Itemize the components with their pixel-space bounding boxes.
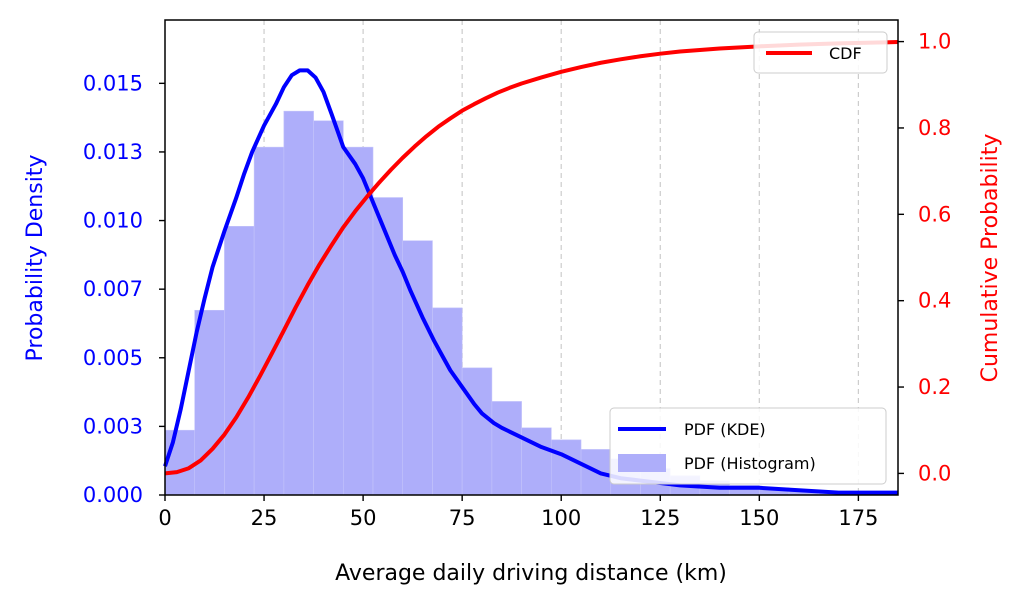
x-axis-ticks: 0 25 50 75 100 125 150 175 [158,495,878,530]
right-tick-label-1: 0.2 [918,375,951,399]
plot-frame [164,19,899,496]
x-tick-label-0: 0 [158,506,171,530]
right-tick-label-5: 1.0 [918,30,951,54]
x-tick-label-4: 100 [541,506,581,530]
left-tick-label-3: 0.007 [83,277,143,301]
x-axis-title: Average daily driving distance (km) [335,561,727,586]
x-tick-label-5: 125 [640,506,680,530]
right-tick-label-0: 0.0 [918,461,951,485]
right-axis-ticks: 0.0 0.2 0.4 0.6 0.8 1.0 [898,30,951,485]
histogram-bar-3 [253,146,285,496]
x-tick-label-1: 25 [251,506,278,530]
left-tick-label-5: 0.013 [83,140,143,164]
histogram-bar-9 [432,307,463,496]
histogram-bar-11 [491,401,522,496]
histogram-bar-7 [372,197,404,496]
x-tick-label-6: 150 [739,506,779,530]
x-tick-label-3: 75 [449,506,476,530]
left-axis-ticks: 0.000 0.003 0.005 0.007 0.010 0.013 0.015 [83,71,165,507]
left-tick-label-2: 0.005 [83,346,143,370]
histogram-bar-6 [342,146,374,496]
left-tick-label-0: 0.000 [83,483,143,507]
legend-pdf: PDF (KDE) PDF (Histogram) [609,407,887,485]
left-tick-label-1: 0.003 [83,414,143,438]
histogram-bar-13 [551,439,582,496]
cdf-line [164,40,899,476]
left-tick-label-4: 0.010 [83,209,143,233]
right-tick-label-2: 0.4 [918,289,951,313]
right-tick-label-3: 0.6 [918,202,951,226]
right-axis-title: Cumulative Probability [978,134,1003,383]
x-tick-label-7: 175 [838,506,878,530]
histogram-bar-1 [194,309,225,496]
legend-cdf: CDF [753,31,888,74]
legend-kde-label: PDF (KDE) [684,420,766,439]
histogram-bar-0 [164,429,196,496]
right-tick-label-4: 0.8 [918,116,951,140]
left-axis-title: Probability Density [23,155,48,362]
legend-hist-label: PDF (Histogram) [684,454,816,473]
legend-hist-swatch [618,454,666,472]
histogram-bars [164,110,899,496]
left-tick-label-6: 0.015 [83,71,143,95]
histogram-bar-5 [313,120,344,496]
legend-cdf-label: CDF [829,44,862,63]
histogram-bar-2 [224,226,255,496]
x-tick-label-2: 50 [350,506,377,530]
histogram-bar-10 [461,367,493,496]
